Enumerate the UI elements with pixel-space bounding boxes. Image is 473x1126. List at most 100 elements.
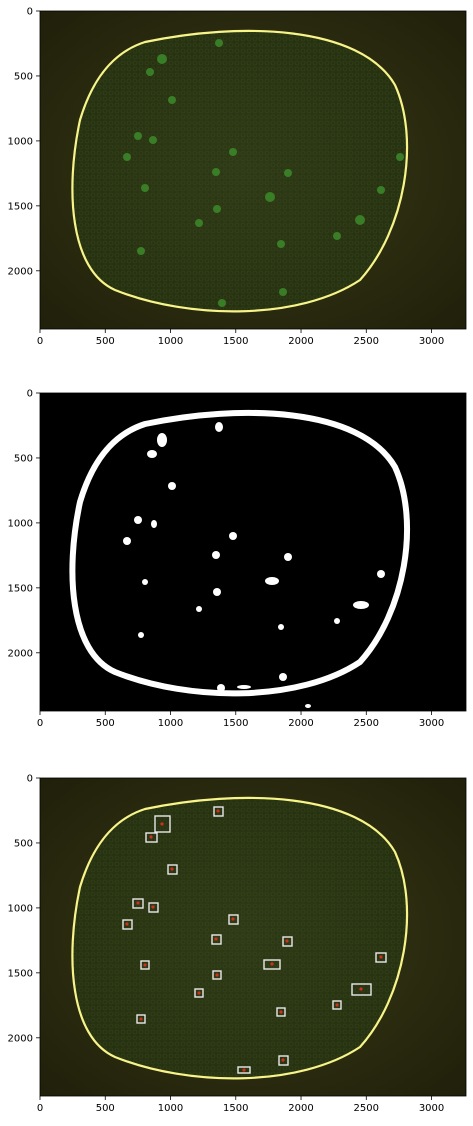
- detection-box: [136, 1014, 146, 1024]
- blob: [305, 704, 311, 708]
- blob: [278, 624, 284, 630]
- x-tick-label: 2500: [354, 718, 379, 729]
- detection-box: [278, 1055, 289, 1066]
- blob: [284, 553, 292, 561]
- detection-box: [263, 959, 281, 970]
- blob: [237, 685, 251, 689]
- spot: [284, 169, 292, 177]
- spot: [213, 205, 221, 213]
- blob: [229, 532, 237, 540]
- spot: [279, 288, 287, 296]
- x-tick-label: 1500: [223, 336, 248, 347]
- x-tick-label: 0: [37, 718, 43, 729]
- y-tick-label: 1500: [8, 201, 33, 212]
- detection-box: [194, 988, 204, 998]
- x-tick-label: 1500: [223, 1103, 248, 1114]
- x-tick-label: 0: [37, 1103, 43, 1114]
- center-mark: [270, 962, 274, 966]
- spot: [333, 232, 341, 240]
- center-mark: [279, 1010, 283, 1014]
- center-mark: [215, 973, 219, 977]
- center-mark: [359, 987, 363, 991]
- y-tick-label: 2000: [8, 648, 33, 659]
- center-mark: [143, 963, 147, 967]
- spot: [157, 54, 167, 64]
- x-tick-label: 2500: [354, 1103, 379, 1114]
- spot: [212, 168, 220, 176]
- blob: [212, 551, 220, 559]
- raw-photo-plot: 0 500 1000 1500 2000 2500 3000 0 500 1000 1500 200…: [8, 7, 467, 347]
- center-mark: [139, 1017, 143, 1021]
- x-tick-label: 3000: [419, 718, 444, 729]
- blob: [334, 618, 340, 624]
- blob: [138, 632, 144, 638]
- spot: [396, 153, 404, 161]
- mask-rim: [69, 409, 411, 697]
- x-tick-label: 2000: [288, 718, 313, 729]
- y-tick-label: 2000: [8, 1033, 33, 1044]
- spot: [137, 247, 145, 255]
- binary-mask-plot: 0 500 1000 1500 2000 2500 3000 0 500 1000 1500 200…: [8, 389, 467, 729]
- dish-rim: [71, 796, 409, 1080]
- mask-blobs: [123, 422, 385, 708]
- x-tick-label: 500: [96, 336, 115, 347]
- spot: [229, 148, 237, 156]
- detection-box: [237, 1066, 251, 1074]
- detection-box: [211, 934, 222, 945]
- detection-box: [122, 919, 133, 930]
- y-axis: 0 500 1000 1500 2000: [8, 7, 40, 277]
- spot: [123, 153, 131, 161]
- y-tick-label: 1000: [8, 518, 33, 529]
- center-mark: [160, 822, 164, 826]
- blob: [265, 577, 279, 585]
- spot: [146, 68, 154, 76]
- blob: [377, 570, 385, 578]
- x-tick-label: 0: [37, 336, 43, 347]
- center-mark: [216, 809, 220, 813]
- y-tick-label: 500: [14, 71, 33, 82]
- blob: [279, 673, 287, 681]
- detection-box: [140, 960, 150, 970]
- panel-raw-photo: 0 500 1000 1500 2000 2500 3000 0 500 1000 1500 200…: [0, 0, 473, 360]
- x-tick-label: 1500: [223, 718, 248, 729]
- plot-frame: [39, 777, 467, 1097]
- y-tick-label: 1500: [8, 583, 33, 594]
- spot: [355, 215, 365, 225]
- center-mark: [170, 867, 174, 871]
- y-tick-label: 2000: [8, 266, 33, 277]
- detection-box: [154, 815, 171, 833]
- blob: [147, 450, 157, 458]
- center-mark: [242, 1068, 246, 1072]
- y-axis: 0 500 1000 1500 2000: [8, 389, 40, 659]
- blob: [142, 579, 148, 585]
- spot: [265, 192, 275, 202]
- panel-detections-overlay: 0 500 1000 1500 2000 2500 3000 0 500 1000 1500 200…: [0, 765, 473, 1122]
- center-mark: [231, 917, 235, 921]
- y-tick-label: 500: [14, 838, 33, 849]
- x-tick-label: 500: [96, 718, 115, 729]
- blob: [157, 433, 167, 447]
- detection-boxes: [122, 806, 387, 1074]
- y-tick-label: 500: [14, 453, 33, 464]
- y-tick-label: 0: [27, 389, 33, 400]
- center-mark: [151, 905, 155, 909]
- x-tick-label: 1000: [158, 336, 183, 347]
- y-tick-label: 0: [27, 774, 33, 785]
- center-mark: [285, 939, 289, 943]
- x-axis: 0 500 1000 1500 2000 2500 3000: [37, 1096, 444, 1114]
- blob: [151, 520, 157, 528]
- x-tick-label: 500: [96, 1103, 115, 1114]
- x-tick-label: 2500: [354, 336, 379, 347]
- y-tick-label: 1000: [8, 136, 33, 147]
- center-mark: [197, 991, 201, 995]
- y-axis: 0 500 1000 1500 2000: [8, 774, 40, 1044]
- detection-box: [213, 806, 224, 817]
- y-tick-label: 1000: [8, 903, 33, 914]
- detection-box: [282, 936, 293, 947]
- panel-binary-mask: 0 500 1000 1500 2000 2500 3000 0 500 1000 1500 200…: [0, 382, 473, 742]
- center-mark: [335, 1003, 339, 1007]
- detection-box: [228, 914, 239, 925]
- dish-rim: [71, 29, 409, 313]
- detection-box: [167, 864, 178, 875]
- green-spots: [123, 39, 404, 307]
